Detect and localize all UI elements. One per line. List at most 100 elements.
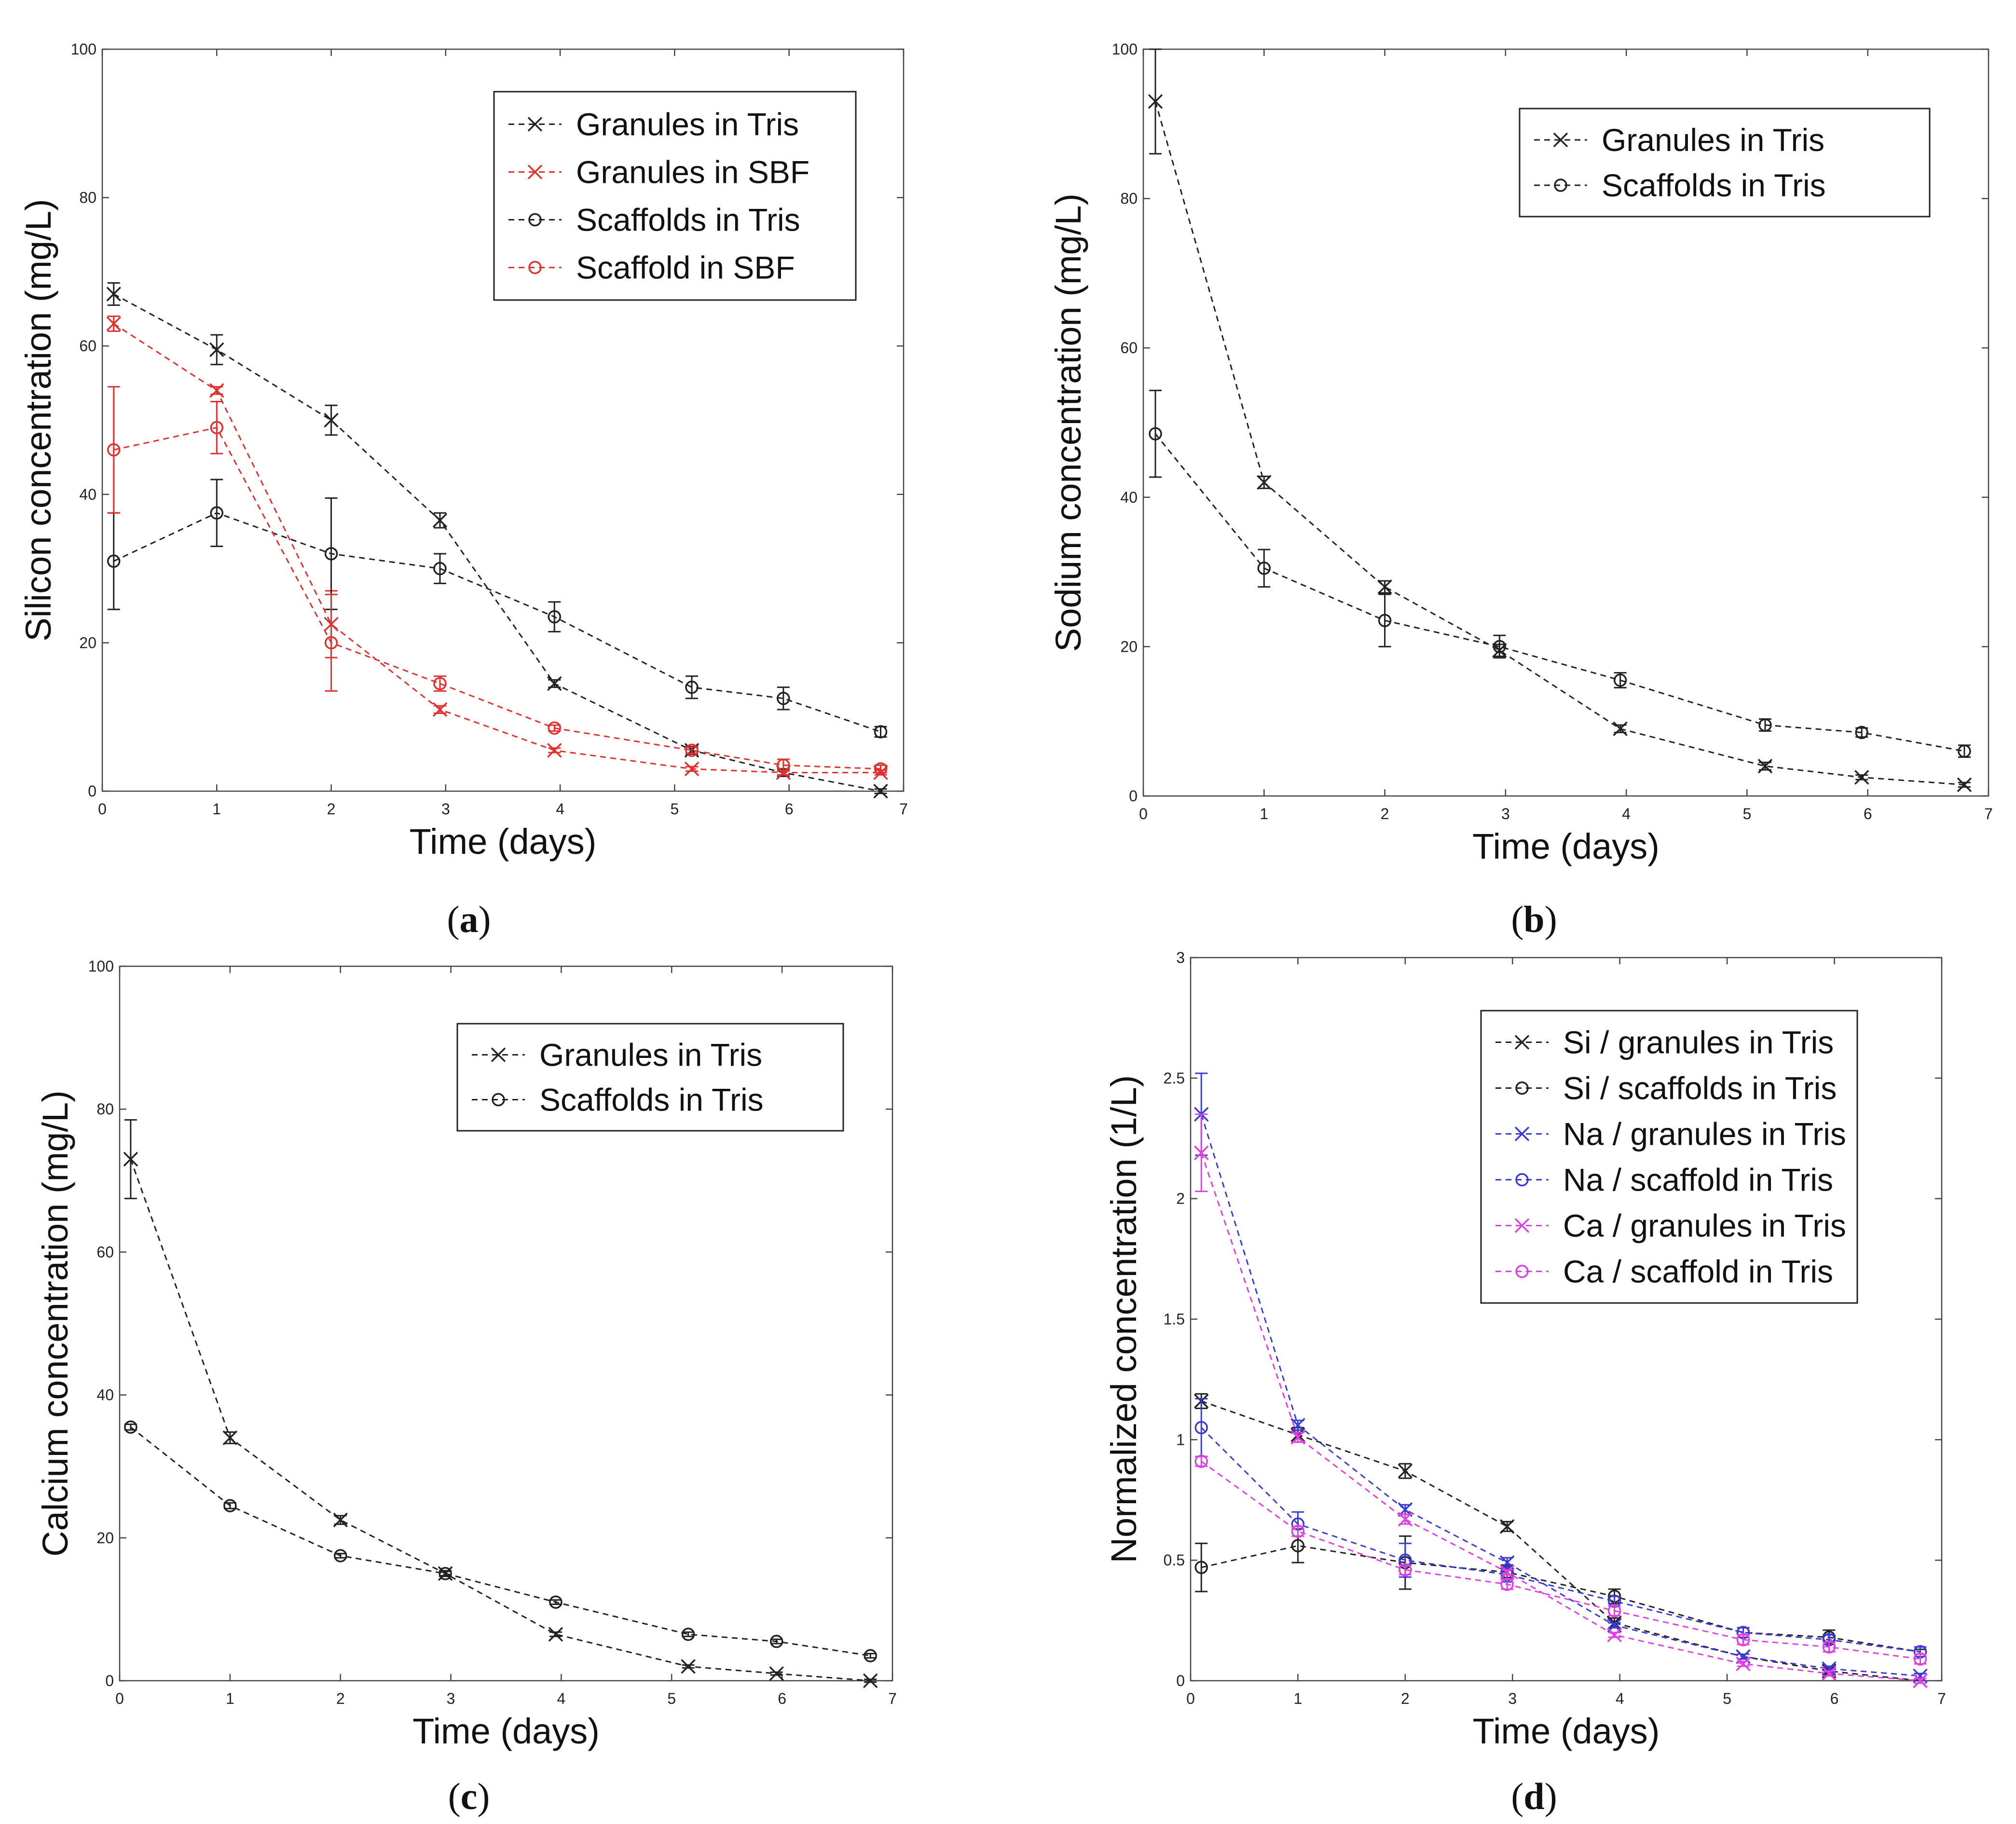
legend-marker bbox=[1515, 1081, 1529, 1095]
data-point bbox=[1377, 579, 1392, 594]
legend-entry: Scaffolds in Tris bbox=[539, 1082, 764, 1118]
x-tick-label: 4 bbox=[556, 800, 564, 818]
data-point bbox=[1398, 1464, 1413, 1479]
x-tick-label: 7 bbox=[888, 1690, 897, 1707]
y-tick-label: 20 bbox=[1120, 638, 1138, 655]
y-tick-label: 60 bbox=[96, 1243, 114, 1261]
x-tick-label: 6 bbox=[785, 800, 794, 818]
y-tick-label: 0 bbox=[1176, 1672, 1185, 1689]
error-bar bbox=[107, 386, 120, 514]
x-tick-label: 3 bbox=[1501, 805, 1510, 823]
data-point bbox=[681, 1627, 695, 1641]
data-point bbox=[1257, 562, 1271, 575]
legend-marker bbox=[1514, 1126, 1530, 1141]
error-bar bbox=[770, 1638, 783, 1645]
data-point bbox=[548, 721, 562, 735]
y-tick-label: 60 bbox=[1120, 339, 1138, 357]
legend-box bbox=[1519, 108, 1931, 218]
data-point bbox=[547, 743, 562, 758]
x-tick-label: 0 bbox=[115, 1690, 124, 1707]
x-axis-label: Time (days) bbox=[410, 822, 597, 862]
y-tick-label: 100 bbox=[71, 41, 96, 58]
y-tick-label: 1.5 bbox=[1164, 1311, 1185, 1328]
legend-marker bbox=[1515, 1173, 1529, 1187]
data-point bbox=[1822, 1661, 1837, 1676]
data-point bbox=[1913, 1673, 1928, 1688]
y-axis-label: Normalized concentration (1/L) bbox=[1104, 1075, 1144, 1563]
legend: Si / granules in Tris Si / scaffolds in T… bbox=[1480, 1010, 1858, 1304]
error-bar bbox=[439, 1570, 452, 1577]
legend-entry: Si / granules in Tris bbox=[1563, 1025, 1834, 1060]
legend: Granules in Tris Scaffolds in Tris bbox=[1519, 108, 1931, 218]
data-point bbox=[324, 547, 338, 561]
data-point bbox=[874, 725, 888, 739]
y-tick-label: 20 bbox=[79, 634, 96, 651]
data-point bbox=[1290, 1430, 1305, 1445]
data-point bbox=[439, 1567, 452, 1580]
series-line bbox=[130, 1426, 871, 1657]
legend-marker bbox=[491, 1047, 506, 1062]
series-line bbox=[1201, 1461, 1920, 1660]
y-tick-label: 2.5 bbox=[1164, 1070, 1185, 1087]
series-1 bbox=[124, 1420, 877, 1662]
legend-entry: Granules in Tris bbox=[539, 1037, 762, 1073]
data-point bbox=[1194, 1454, 1208, 1468]
y-tick-label: 40 bbox=[1120, 489, 1138, 506]
data-point bbox=[547, 676, 562, 691]
error-bar bbox=[777, 686, 790, 711]
y-tick-label: 100 bbox=[88, 958, 114, 975]
error-bar bbox=[864, 1653, 877, 1659]
legend-entry: Na / granules in Tris bbox=[1563, 1116, 1846, 1152]
data-point bbox=[1822, 1640, 1836, 1654]
x-tick-label: 3 bbox=[1508, 1690, 1517, 1707]
x-tick-label: 7 bbox=[1984, 805, 1993, 823]
legend-entry: Ca / scaffold in Tris bbox=[1563, 1254, 1833, 1289]
x-tick-label: 1 bbox=[226, 1690, 234, 1707]
x-tick-label: 6 bbox=[778, 1690, 786, 1707]
data-point bbox=[107, 443, 121, 457]
data-point bbox=[1957, 777, 1972, 793]
x-tick-label: 2 bbox=[327, 800, 336, 818]
data-point bbox=[324, 412, 339, 428]
error-bar bbox=[1258, 549, 1271, 588]
legend-entry: Scaffolds in Tris bbox=[576, 202, 800, 238]
data-point bbox=[124, 1420, 137, 1434]
data-point bbox=[1291, 1524, 1305, 1538]
error-bar bbox=[686, 675, 699, 699]
y-tick-label: 80 bbox=[79, 189, 96, 206]
data-point bbox=[1822, 1666, 1837, 1681]
series-4 bbox=[1194, 1113, 1928, 1688]
data-point bbox=[333, 1549, 347, 1563]
chart-panel-a: 0 1 2 3 4 5 6 7 0 20 40 60 80 100 Time (days) Silicon c… bbox=[18, 41, 908, 940]
y-axis-label: Silicon concentration (mg/L) bbox=[18, 199, 58, 641]
series-line bbox=[113, 512, 881, 733]
x-tick-label: 0 bbox=[1186, 1690, 1195, 1707]
y-tick-label: 20 bbox=[96, 1529, 114, 1547]
x-tick-label: 2 bbox=[336, 1690, 345, 1707]
data-point bbox=[685, 743, 699, 757]
x-tick-label: 1 bbox=[212, 800, 221, 818]
x-tick-label: 2 bbox=[1401, 1690, 1410, 1707]
x-axis-label: Time (days) bbox=[412, 1711, 600, 1751]
error-bar bbox=[1493, 634, 1506, 659]
legend-entry: Scaffolds in Tris bbox=[1602, 167, 1826, 203]
y-tick-label: 80 bbox=[96, 1100, 114, 1118]
x-axis-label: Time (days) bbox=[1472, 826, 1659, 866]
data-point bbox=[1499, 1519, 1515, 1534]
series-line bbox=[113, 426, 881, 770]
data-point bbox=[681, 1659, 696, 1674]
data-point bbox=[1499, 1564, 1515, 1580]
data-point bbox=[1758, 718, 1772, 732]
plot-frame bbox=[119, 965, 893, 1682]
data-point bbox=[106, 316, 121, 331]
legend-entry: Ca / granules in Tris bbox=[1563, 1208, 1846, 1244]
data-point bbox=[106, 287, 121, 302]
y-tick-label: 3 bbox=[1176, 949, 1185, 966]
error-bar bbox=[1195, 1542, 1208, 1592]
y-tick-label: 40 bbox=[96, 1386, 114, 1404]
chart-panel-d: 0 1 2 3 4 5 6 7 0 0.5 1 1.5 2 2.5 3 Time (days) Normaliz… bbox=[1104, 949, 1946, 1817]
x-tick-label: 5 bbox=[667, 1690, 676, 1707]
data-point bbox=[1398, 1511, 1413, 1527]
data-point bbox=[684, 761, 699, 777]
